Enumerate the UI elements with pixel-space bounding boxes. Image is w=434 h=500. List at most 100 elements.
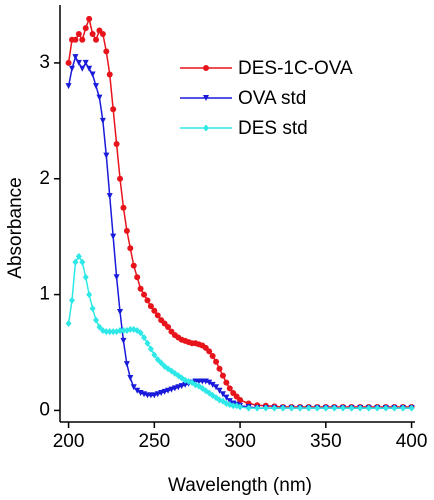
marker (357, 404, 364, 412)
marker (72, 54, 79, 61)
marker (158, 390, 165, 397)
marker (288, 404, 295, 412)
marker (106, 328, 113, 336)
marker (72, 258, 79, 266)
marker (110, 328, 117, 336)
marker (161, 388, 168, 395)
marker (147, 345, 154, 353)
marker (75, 59, 82, 66)
marker (144, 339, 151, 347)
marker (89, 304, 96, 312)
marker (93, 36, 100, 43)
marker (203, 95, 209, 101)
marker (213, 358, 220, 365)
marker (331, 404, 338, 412)
marker (82, 25, 89, 32)
marker (127, 325, 134, 333)
marker (245, 404, 252, 412)
marker (103, 328, 110, 336)
marker (382, 404, 389, 412)
marker (86, 65, 93, 72)
marker (110, 233, 117, 240)
marker (134, 387, 141, 394)
marker (144, 297, 151, 304)
marker (365, 404, 372, 412)
marker (103, 48, 110, 55)
marker (219, 391, 226, 398)
marker (79, 258, 86, 266)
marker (154, 355, 161, 363)
marker (93, 316, 100, 324)
marker (117, 308, 124, 315)
marker (127, 245, 134, 252)
x-axis-label: Wavelength (nm) (168, 475, 312, 496)
marker (226, 385, 233, 392)
marker (86, 291, 93, 299)
marker (106, 193, 113, 200)
marker (117, 326, 124, 334)
marker (75, 252, 82, 260)
marker (223, 394, 230, 401)
marker (297, 404, 304, 412)
marker (151, 307, 158, 314)
x-tick-label: 250 (138, 431, 170, 452)
marker (79, 65, 86, 72)
marker (123, 227, 130, 234)
marker (168, 386, 175, 393)
marker (130, 262, 137, 269)
marker (209, 352, 216, 359)
marker (123, 326, 130, 334)
series-line (67, 55, 412, 409)
marker (165, 324, 172, 331)
marker (158, 359, 165, 367)
marker (86, 15, 93, 22)
marker (103, 152, 110, 159)
legend-label: OVA std (238, 88, 306, 109)
marker (75, 30, 82, 37)
marker (65, 59, 72, 66)
marker (203, 65, 209, 71)
marker (175, 384, 182, 391)
marker (262, 404, 269, 412)
marker (82, 59, 89, 66)
marker (216, 365, 223, 372)
marker (178, 383, 185, 390)
marker (219, 372, 226, 379)
y-tick-label: 1 (39, 284, 50, 305)
marker (96, 323, 103, 331)
marker (113, 141, 120, 147)
marker (130, 384, 137, 391)
marker (120, 204, 127, 211)
marker (69, 296, 76, 304)
marker (223, 379, 230, 386)
marker (134, 274, 141, 281)
marker (213, 384, 220, 391)
legend-label: DES-1C-OVA (238, 58, 353, 79)
marker (99, 30, 106, 37)
marker (237, 403, 244, 411)
marker (374, 404, 381, 412)
marker (110, 106, 117, 113)
marker (106, 71, 113, 78)
legend-label: DES std (238, 118, 308, 139)
marker (151, 351, 158, 359)
marker (314, 404, 321, 412)
marker (279, 404, 286, 412)
y-tick-label: 2 (39, 168, 50, 189)
marker (147, 303, 154, 310)
x-tick-label: 350 (310, 431, 342, 452)
marker (305, 404, 312, 412)
y-tick-label: 0 (39, 399, 50, 420)
marker (82, 273, 89, 281)
marker (137, 329, 144, 337)
marker (69, 65, 76, 72)
marker (93, 83, 100, 90)
marker (171, 385, 178, 392)
marker (65, 320, 72, 328)
marker (120, 337, 127, 344)
marker (203, 124, 209, 132)
y-tick-label: 3 (39, 52, 50, 73)
marker (141, 333, 148, 341)
marker (154, 312, 161, 319)
marker (230, 402, 237, 410)
